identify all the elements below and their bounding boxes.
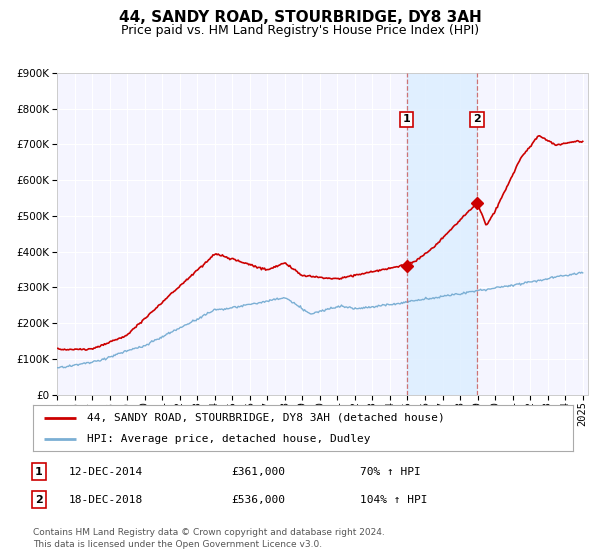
Text: 1: 1 [35, 466, 43, 477]
Text: 44, SANDY ROAD, STOURBRIDGE, DY8 3AH (detached house): 44, SANDY ROAD, STOURBRIDGE, DY8 3AH (de… [87, 413, 445, 423]
Text: 44, SANDY ROAD, STOURBRIDGE, DY8 3AH: 44, SANDY ROAD, STOURBRIDGE, DY8 3AH [119, 10, 481, 25]
Text: 104% ↑ HPI: 104% ↑ HPI [360, 494, 427, 505]
Text: 18-DEC-2018: 18-DEC-2018 [69, 494, 143, 505]
Bar [407, 73, 477, 395]
Text: 2: 2 [473, 114, 481, 124]
Text: 12-DEC-2014: 12-DEC-2014 [69, 466, 143, 477]
Text: £536,000: £536,000 [231, 494, 285, 505]
Text: This data is licensed under the Open Government Licence v3.0.: This data is licensed under the Open Gov… [33, 540, 322, 549]
Text: 1: 1 [403, 114, 410, 124]
Text: £361,000: £361,000 [231, 466, 285, 477]
Text: Price paid vs. HM Land Registry's House Price Index (HPI): Price paid vs. HM Land Registry's House … [121, 24, 479, 36]
Text: HPI: Average price, detached house, Dudley: HPI: Average price, detached house, Dudl… [87, 435, 371, 444]
Text: 2: 2 [35, 494, 43, 505]
Text: Contains HM Land Registry data © Crown copyright and database right 2024.: Contains HM Land Registry data © Crown c… [33, 528, 385, 536]
Text: 70% ↑ HPI: 70% ↑ HPI [360, 466, 421, 477]
